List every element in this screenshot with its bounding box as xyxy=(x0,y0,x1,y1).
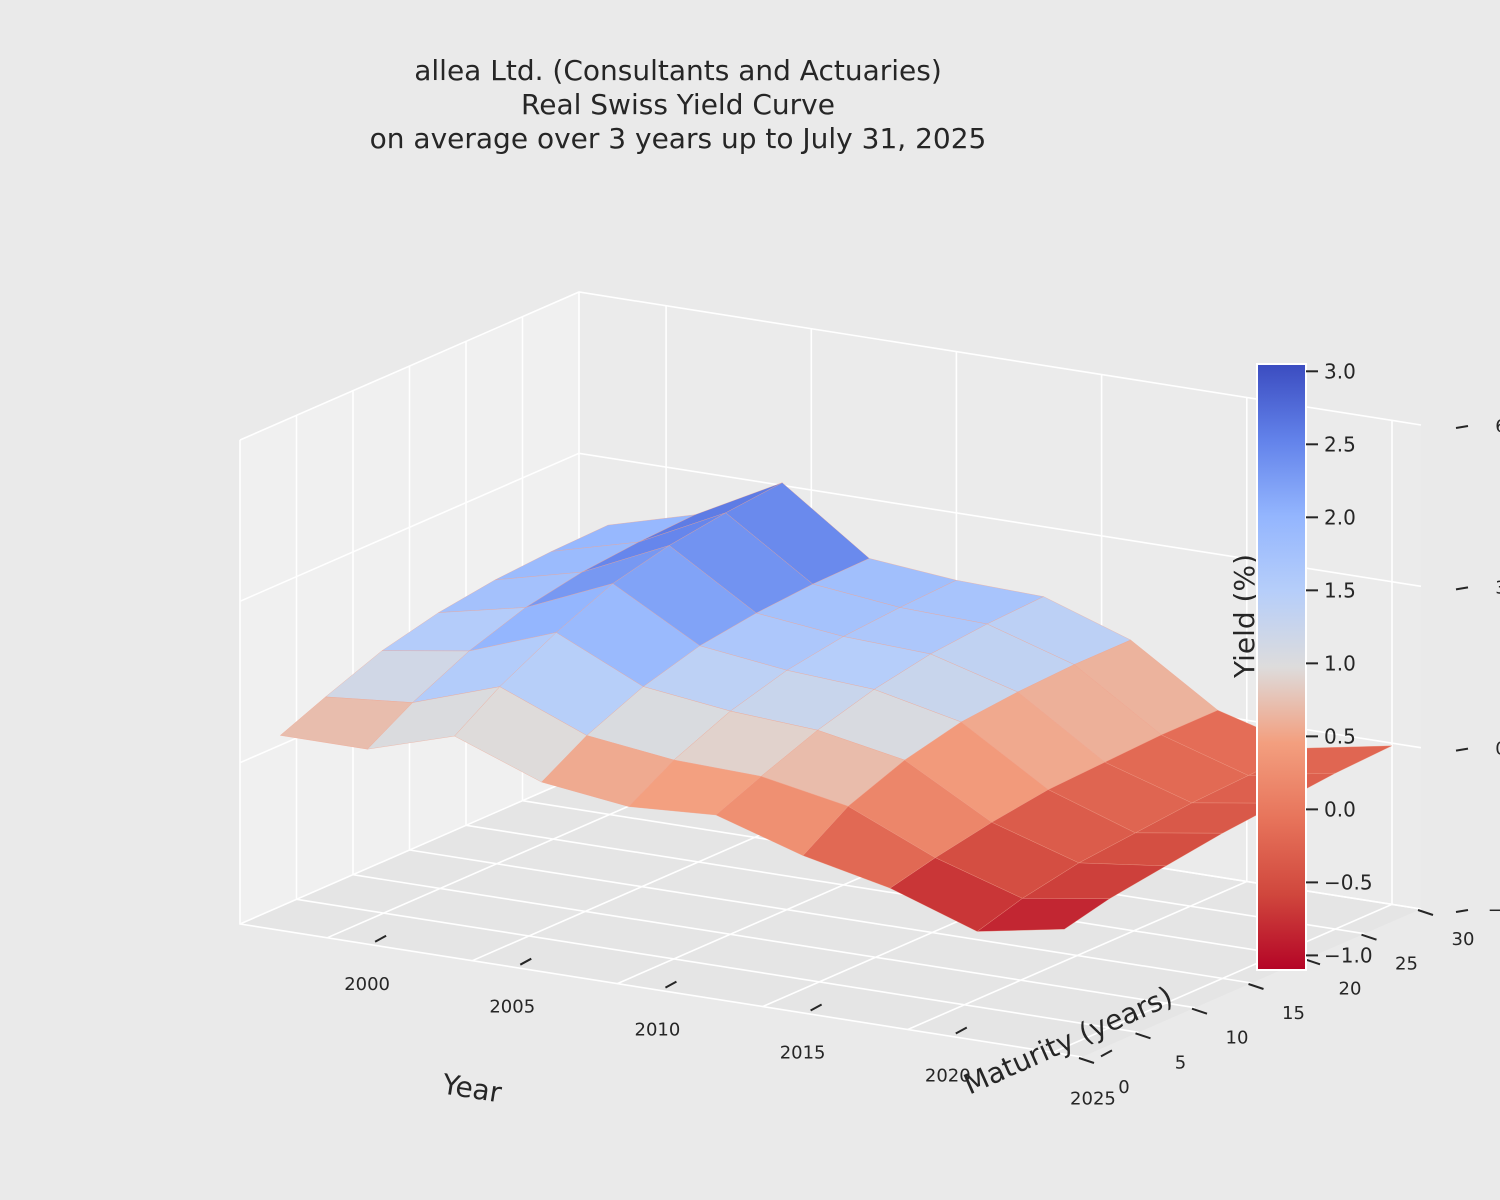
z-tick-mark-2 xyxy=(1455,586,1469,591)
x-tick-mark-2025 xyxy=(1100,1049,1113,1058)
colorbar-tick-label-4: 1.0 xyxy=(1324,651,1356,675)
y-tick-mark-15 xyxy=(1248,983,1264,990)
y-tick-label-20: 20 xyxy=(1339,978,1362,999)
x-tick-label-2010: 2010 xyxy=(635,1020,681,1041)
y-tick-label-0: 0 xyxy=(1118,1077,1129,1098)
y-tick-label-5: 5 xyxy=(1175,1052,1186,1073)
grid-line-yield-2 xyxy=(239,452,1422,603)
colorbar-tick-label-5: 1.5 xyxy=(1324,578,1356,602)
colorbar-tick-label-0: −1.0 xyxy=(1324,943,1373,967)
z-tick-label-0: −3 xyxy=(1488,900,1500,921)
colorbar-tick-label-6: 2.0 xyxy=(1324,505,1356,529)
colorbar-tick-label-1: −0.5 xyxy=(1324,870,1373,894)
x-tick-mark-2015 xyxy=(810,1003,823,1012)
x-tick-mark-2000 xyxy=(374,934,387,943)
x-tick-label-2020: 2020 xyxy=(925,1065,971,1086)
grid-line-yield-3 xyxy=(239,291,1422,441)
x-tick-mark-2020 xyxy=(955,1026,968,1035)
y-tick-label-15: 15 xyxy=(1282,1003,1305,1024)
z-tick-mark-1 xyxy=(1455,747,1469,752)
colorbar-gradient xyxy=(1256,363,1307,971)
x-tick-label-2005: 2005 xyxy=(489,997,535,1018)
colorbar-tick-label-8: 3.0 xyxy=(1324,359,1356,383)
z-tick-label-1: 0 xyxy=(1495,739,1500,760)
x-tick-mark-2005 xyxy=(519,957,532,966)
chart-title-line-3: on average over 3 years up to July 31, 2… xyxy=(369,122,987,155)
colorbar: −1.0 −0.5 0.0 0.5 1.0 1.5 2.0 2.5 3.0 xyxy=(1256,359,1373,971)
x-tick-mark-2010 xyxy=(664,980,677,989)
x-axis-label: Year xyxy=(439,1067,504,1109)
y-tick-label-10: 10 xyxy=(1226,1028,1249,1049)
y-tick-mark-25 xyxy=(1361,933,1377,941)
chart-title-line-2: Real Swiss Yield Curve xyxy=(521,88,835,121)
colorbar-tick-label-7: 2.5 xyxy=(1324,432,1356,456)
z-tick-mark-0 xyxy=(1455,909,1469,913)
colorbar-label: Yield (%) xyxy=(1228,554,1261,679)
y-tick-label-25: 25 xyxy=(1395,954,1418,975)
x-tick-label-2000: 2000 xyxy=(344,974,390,995)
y-tick-mark-10 xyxy=(1191,1007,1208,1015)
colorbar-tick-label-2: 0.0 xyxy=(1324,797,1356,821)
y-tick-mark-20 xyxy=(1304,958,1321,966)
y-tick-mark-30 xyxy=(1417,909,1434,916)
surface-patch-8-0 xyxy=(976,898,1111,932)
chart-title-line-1: allea Ltd. (Consultants and Actuaries) xyxy=(414,54,942,87)
z-tick-label-3: 6 xyxy=(1495,416,1500,437)
y-tick-label-30: 30 xyxy=(1452,929,1475,950)
z-tick-label-2: 3 xyxy=(1495,577,1500,598)
colorbar-tick-label-3: 0.5 xyxy=(1324,724,1356,748)
x-tick-label-2025: 2025 xyxy=(1070,1088,1116,1109)
surface-mesh xyxy=(279,482,1393,932)
y-tick-mark-0 xyxy=(1078,1057,1095,1064)
x-tick-label-2015: 2015 xyxy=(780,1043,826,1064)
y-tick-mark-5 xyxy=(1135,1032,1151,1040)
axis-ticks: 200020052010201520202025051015202530−303… xyxy=(344,416,1500,1109)
z-tick-mark-3 xyxy=(1455,425,1469,429)
